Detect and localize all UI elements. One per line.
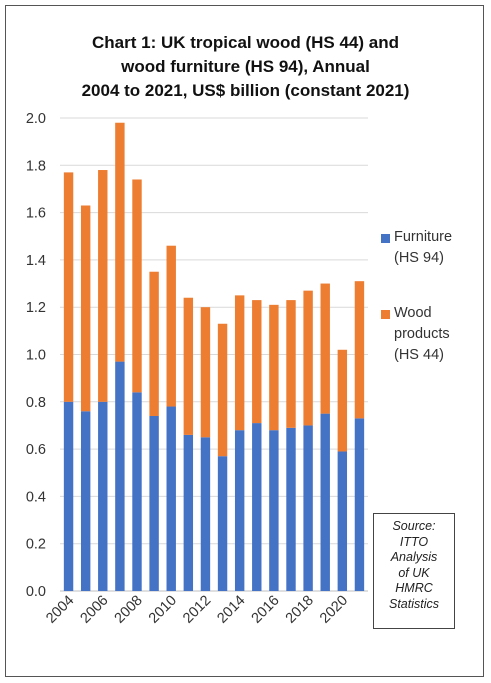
chart-title-line-3: 2004 to 2021, US$ billion (constant 2021…	[81, 81, 410, 100]
bar-furniture	[149, 415, 159, 591]
legend-wood-line-2: products	[394, 326, 450, 342]
bar-wood-products	[234, 295, 245, 431]
bar-wood-products	[166, 245, 176, 407]
y-axis-ticks: 0.0 0.2 0.4 0.6 0.8 1.0 1.2 1.4 1.6 1.8 2.0	[26, 111, 46, 600]
x-tick-label: 2006	[77, 593, 111, 627]
bar-wood-products	[217, 323, 228, 457]
bar-wood-products	[252, 300, 262, 424]
bar-wood-products	[286, 300, 296, 428]
y-tick-label: 1.6	[26, 206, 46, 222]
bar-furniture	[354, 418, 365, 591]
bars	[63, 122, 365, 591]
bar-furniture	[320, 413, 330, 591]
x-tick-label: 2014	[214, 593, 248, 627]
legend-swatch-wood-products	[381, 310, 390, 319]
bar-wood-products	[337, 349, 348, 452]
bar-wood-products	[354, 281, 365, 419]
bar-furniture	[337, 451, 348, 591]
y-tick-label: 0.6	[26, 442, 46, 458]
legend-wood-line-3: (HS 44)	[394, 347, 444, 363]
y-tick-label: 0.8	[26, 395, 46, 411]
bar-wood-products	[63, 172, 74, 402]
legend-item-furniture: Furniture (HS 94)	[394, 227, 452, 269]
y-tick-label: 0.0	[26, 584, 46, 600]
bar-furniture	[115, 361, 125, 591]
chart-title-line-1: Chart 1: UK tropical wood (HS 44) and	[92, 33, 399, 52]
bar-furniture	[303, 425, 313, 591]
legend-swatch-furniture	[381, 234, 390, 243]
x-axis-ticks: 2004 2006 2008 2010 2012 2014 2016 2018 2020	[43, 593, 351, 627]
bar-furniture	[252, 423, 262, 591]
x-tick-label: 2010	[146, 593, 180, 627]
bar-furniture	[183, 434, 194, 591]
bar-furniture	[269, 430, 279, 591]
bar-wood-products	[320, 283, 330, 414]
source-line-5: HMRC	[395, 581, 433, 595]
legend-wood-line-1: Wood	[394, 305, 432, 321]
source-line-3: Analysis	[390, 550, 438, 564]
bar-wood-products	[149, 271, 159, 416]
bar-wood-products	[80, 205, 91, 412]
y-tick-label: 2.0	[26, 111, 46, 127]
chart-title-line-2: wood furniture (HS 94), Annual	[121, 57, 370, 76]
x-tick-label: 2020	[317, 593, 351, 627]
source-line-6: Statistics	[388, 596, 439, 611]
y-tick-label: 0.2	[26, 537, 46, 553]
source-line-2: ITTO	[399, 534, 429, 549]
x-tick-label: 2012	[180, 593, 214, 627]
source-line-4: of UK	[398, 565, 430, 580]
grid-lines	[60, 117, 368, 545]
bar-wood-products	[303, 290, 313, 426]
legend-furniture-line-2: (HS 94)	[394, 250, 444, 266]
bar-furniture	[80, 411, 91, 591]
source-note: Source: ITTO Analysis of UK HMRC Statist…	[373, 513, 455, 629]
legend-furniture-line-1: Furniture	[394, 229, 453, 245]
y-tick-label: 1.8	[26, 158, 46, 174]
bar-wood-products	[269, 304, 279, 431]
bar-wood-products	[132, 179, 142, 393]
y-tick-label: 1.0	[26, 348, 46, 364]
y-tick-label: 1.4	[26, 253, 46, 269]
x-tick-label: 2004	[43, 593, 77, 627]
bar-wood-products	[115, 122, 125, 362]
bar-furniture	[166, 406, 176, 591]
bar-furniture	[286, 427, 296, 591]
bar-furniture	[234, 430, 245, 591]
bar-furniture	[217, 456, 228, 591]
bar-wood-products	[183, 297, 194, 435]
legend-item-wood-products: Wood products (HS 44)	[394, 303, 450, 366]
y-tick-label: 1.2	[26, 300, 46, 316]
y-tick-label: 0.4	[26, 489, 46, 505]
x-tick-label: 2016	[249, 593, 283, 627]
x-tick-label: 2018	[283, 593, 317, 627]
bar-furniture	[98, 401, 108, 591]
bar-furniture	[200, 437, 211, 591]
bar-wood-products	[98, 170, 108, 402]
source-line-1: Source:	[392, 519, 436, 533]
x-tick-label: 2008	[112, 593, 146, 627]
chart-title: Chart 1: UK tropical wood (HS 44) and wo…	[0, 31, 491, 103]
bar-furniture	[132, 392, 142, 591]
bar-wood-products	[200, 307, 211, 438]
bar-furniture	[63, 401, 74, 591]
